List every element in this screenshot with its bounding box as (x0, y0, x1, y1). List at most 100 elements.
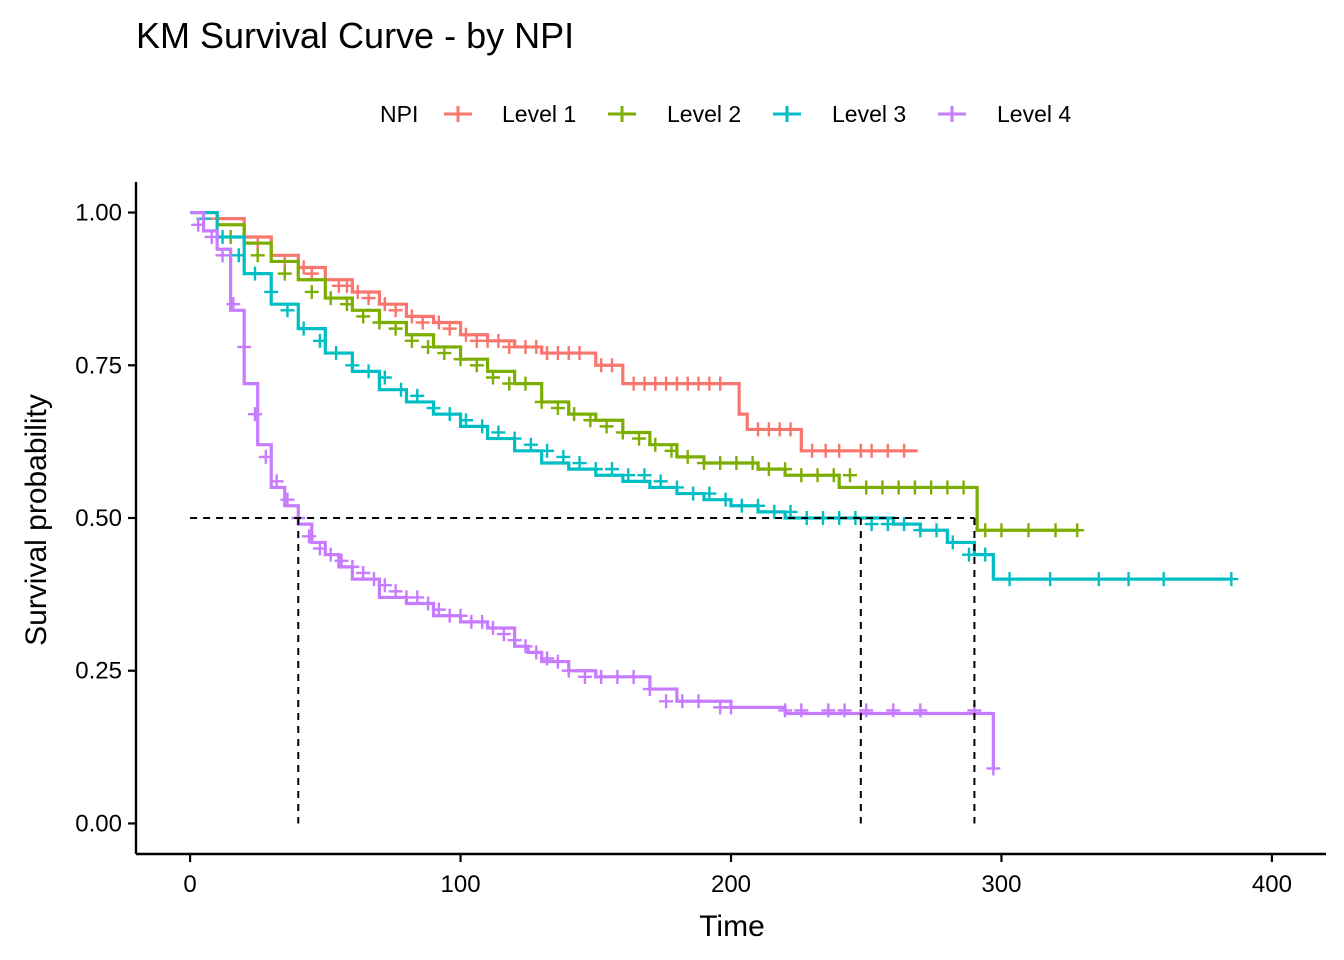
censor-mark (529, 645, 544, 660)
censor-mark (962, 547, 976, 562)
censor-mark (507, 633, 522, 648)
censor-mark (875, 480, 890, 495)
censor-mark (453, 352, 468, 367)
censor-mark (204, 229, 219, 244)
censor-mark (734, 498, 749, 513)
censor-mark (1002, 572, 1017, 587)
legend-entry-3: Level 3 (773, 101, 906, 127)
censor-mark (686, 486, 701, 501)
censor-mark (518, 639, 533, 654)
censor-mark (231, 248, 246, 263)
legend-entry-2: Level 2 (608, 101, 741, 127)
censor-mark (837, 703, 852, 718)
censor-mark (940, 480, 955, 495)
censor-mark (296, 321, 311, 336)
censor-mark (280, 492, 295, 507)
y-axis-title: Survival probability (20, 394, 53, 646)
censor-mark (486, 370, 500, 385)
censor-mark (540, 443, 555, 458)
censor-mark (237, 339, 252, 354)
legend-key (938, 106, 966, 122)
censor-mark (377, 297, 392, 312)
censor-mark (859, 703, 874, 718)
censor-mark (1021, 523, 1036, 538)
censor-mark (864, 517, 879, 532)
censor-mark (783, 422, 798, 437)
censor-mark (929, 523, 944, 538)
censor-mark (302, 529, 317, 544)
censor-mark (453, 608, 468, 623)
censor-mark (886, 703, 901, 718)
censor-mark (475, 614, 490, 629)
censor-mark (588, 462, 603, 477)
legend-label: Level 3 (832, 101, 906, 127)
censor-mark (496, 627, 511, 642)
legend-label: Level 4 (997, 101, 1071, 127)
legend-label: Level 2 (667, 101, 741, 127)
censor-mark (540, 651, 555, 666)
censor-mark (577, 669, 592, 684)
censor-mark (421, 596, 436, 611)
censor-mark (458, 327, 473, 342)
censor-mark (632, 431, 647, 446)
censor-mark (361, 364, 376, 379)
censor-mark (724, 700, 738, 715)
censor-mark (1048, 523, 1063, 538)
legend-key (773, 106, 801, 122)
censor-mark (702, 486, 717, 501)
censor-mark (761, 462, 776, 477)
censor-mark (669, 480, 684, 495)
censor-mark (323, 547, 338, 562)
censor-mark (431, 315, 446, 330)
censor-mark (323, 291, 338, 306)
y-tick-label: 1.00 (75, 200, 122, 227)
censor-mark (729, 456, 744, 471)
axes: 0 100 200 300 400 0.00 0.25 0.50 0.75 1.00 (75, 182, 1326, 898)
series-4 (190, 210, 1001, 776)
censor-mark (718, 492, 733, 507)
censor-mark (356, 309, 371, 324)
censor-mark (421, 339, 436, 354)
censor-mark (859, 480, 874, 495)
censor-mark (361, 291, 376, 306)
censor-mark (1070, 523, 1085, 538)
x-tick-label: 400 (1252, 871, 1292, 898)
censor-mark (426, 401, 441, 416)
censor-mark (1121, 572, 1136, 587)
censor-mark (864, 443, 879, 458)
y-tick-label: 0.75 (75, 352, 122, 379)
legend-title: NPI (380, 101, 418, 127)
censor-mark (277, 266, 292, 281)
censor-mark (529, 339, 544, 354)
censor-mark (621, 468, 636, 483)
censor-mark (312, 333, 327, 348)
censor-mark (572, 456, 587, 471)
censor-mark (556, 449, 571, 464)
censor-mark (891, 480, 906, 495)
censor-mark (897, 443, 912, 458)
censor-mark (994, 523, 1009, 538)
censor-mark (388, 584, 403, 599)
censor-mark (410, 590, 425, 605)
censor-mark (502, 376, 517, 391)
censor-mark (745, 456, 760, 471)
censor-mark (659, 694, 674, 709)
censor-mark (502, 339, 517, 354)
censor-mark (561, 663, 576, 678)
y-tick-label: 0.00 (75, 810, 122, 837)
censor-mark (767, 504, 782, 519)
censor-mark (394, 382, 409, 397)
censor-mark (913, 703, 928, 718)
censor-mark (248, 407, 262, 422)
censor-mark (986, 761, 1001, 776)
censor-mark (605, 358, 619, 373)
censor-mark (469, 358, 484, 373)
censor-mark (377, 370, 392, 385)
legend-label: Level 1 (502, 101, 576, 127)
censor-mark (897, 517, 912, 532)
censor-mark (648, 437, 663, 452)
chart-title: KM Survival Curve - by NPI (136, 15, 574, 56)
censor-mark (339, 297, 354, 312)
censor-mark (778, 462, 793, 477)
censor-mark (345, 559, 360, 574)
